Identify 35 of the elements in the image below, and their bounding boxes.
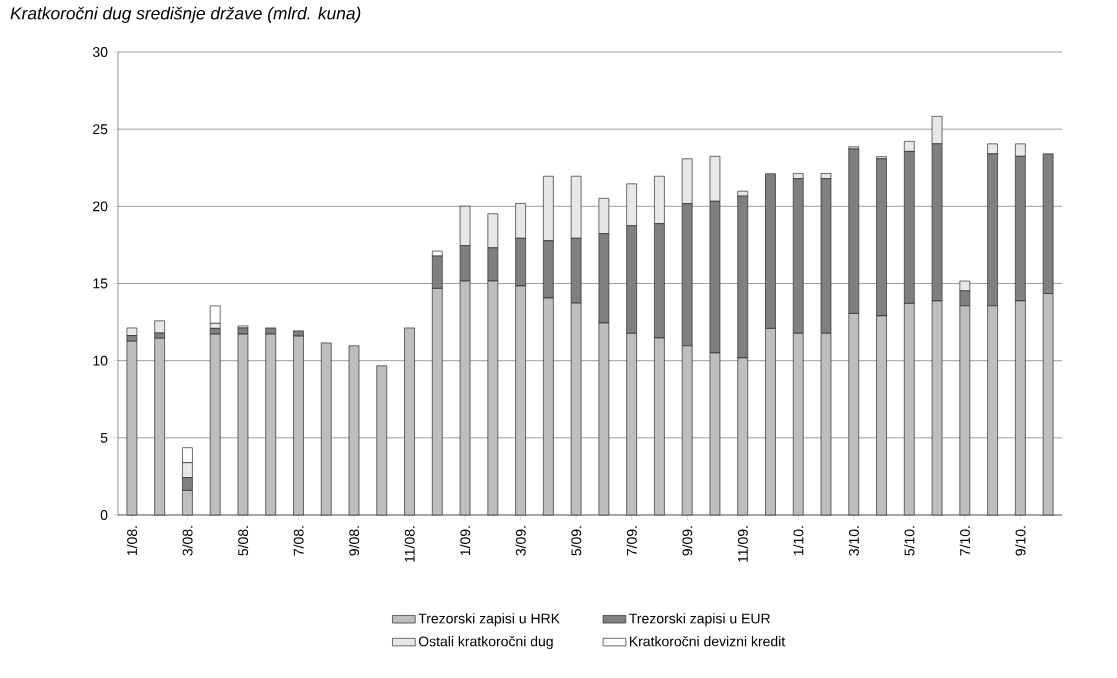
- bar: [376, 365, 388, 516]
- x-tick-label: 1/09.: [459, 526, 471, 556]
- y-tick-label: 0: [100, 510, 108, 520]
- legend-label: Trezorski zapisi u HRK: [418, 613, 560, 627]
- x-tick-label: 7/09.: [626, 526, 637, 556]
- bar: [404, 327, 415, 516]
- x-tick-label: 3/09.: [515, 526, 526, 556]
- bar: [320, 342, 332, 516]
- bar: [348, 345, 360, 516]
- x-tick-label: 7/08.: [293, 526, 304, 556]
- x-tick-label: 3/08.: [182, 526, 193, 556]
- y-tick-label: 20: [93, 201, 108, 212]
- x-tick-label: 7/10.: [959, 526, 970, 556]
- x-tick-label: 1/10.: [793, 526, 804, 556]
- chart-title: Kratkoročni dug središnje države (mlrd. kuna): [10, 6, 361, 23]
- x-tick-label: 9/08.: [348, 526, 360, 556]
- legend-label: Kratkoročni devizni kredit: [629, 636, 786, 647]
- y-tick-label: 15: [93, 278, 108, 289]
- bar: [154, 320, 165, 334]
- legend-label: Trezorski zapisi u EUR: [629, 613, 770, 627]
- x-tick-label: 11/09.: [737, 526, 748, 562]
- bar: [209, 305, 221, 324]
- x-tick-label: 11/08.: [404, 526, 415, 562]
- y-tick-label: 10: [93, 355, 108, 366]
- x-tick-label: 5/08.: [237, 526, 249, 556]
- x-tick-label: 1/08.: [126, 526, 138, 556]
- x-tick-label: 3/10.: [848, 526, 859, 556]
- y-tick-label: 30: [92, 47, 108, 57]
- x-tick-label: 5/10.: [904, 526, 915, 556]
- x-tick-label: 5/09.: [570, 526, 582, 556]
- x-tick-label: 9/09.: [682, 526, 693, 556]
- y-tick-label: 25: [93, 124, 108, 135]
- y-tick-label: 5: [100, 432, 108, 443]
- x-tick-label: 9/10.: [1015, 526, 1026, 556]
- legend-label: Ostali kratkoročni dug: [418, 636, 553, 650]
